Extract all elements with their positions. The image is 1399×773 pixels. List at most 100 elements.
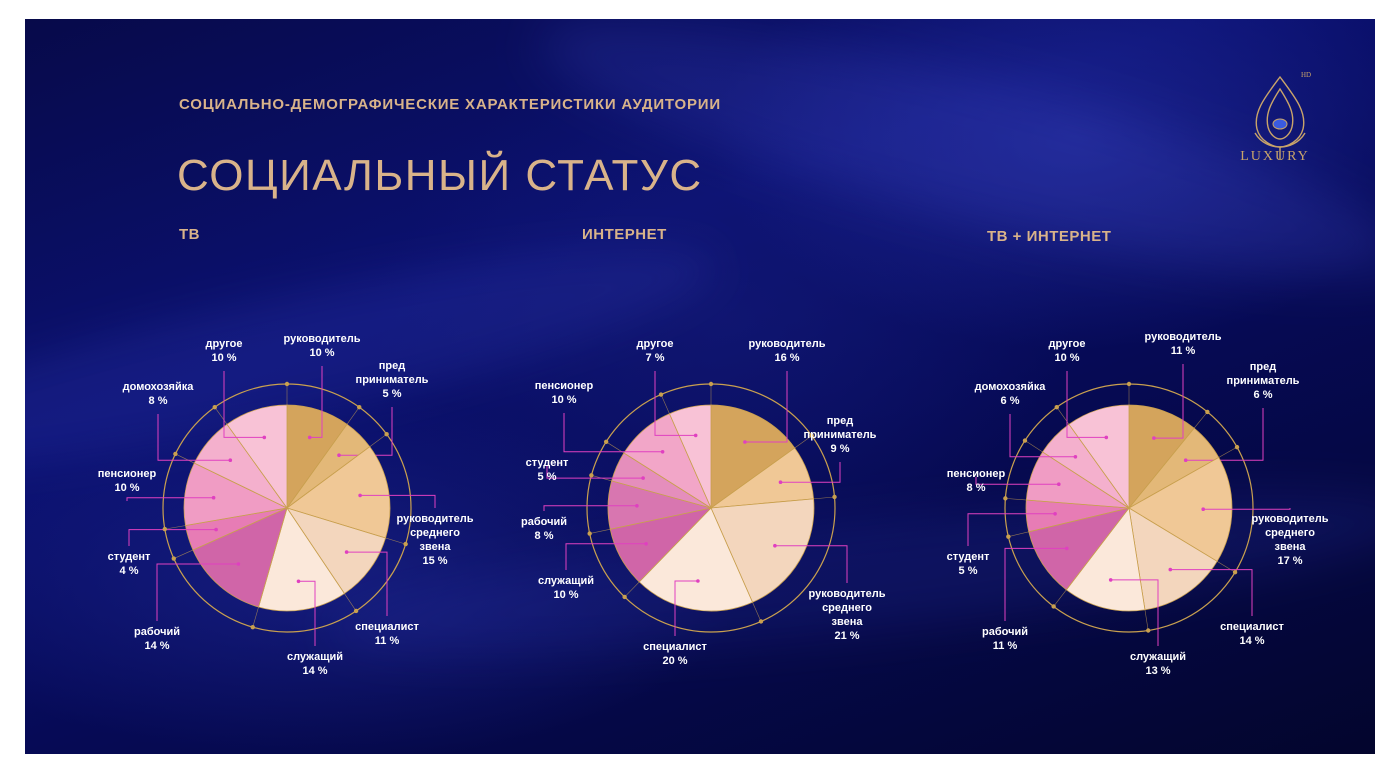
slice-divider-line <box>286 507 406 545</box>
pie-charts: руководитель 10 %пред приниматель 5 % руково… <box>98 331 1329 677</box>
ring-marker-dot <box>1126 381 1132 387</box>
slice-divider-line <box>286 507 357 612</box>
ring-marker-dot <box>1054 405 1059 410</box>
slice-label: специалист 11 % <box>355 621 419 647</box>
slice-label: студент 5 % <box>947 551 990 577</box>
slice-value: 16 % <box>774 352 799 364</box>
slice-divider-line <box>605 441 712 509</box>
leader-dot <box>1065 546 1069 551</box>
leader-dot <box>1104 435 1109 440</box>
slice-divider-line <box>173 507 288 559</box>
slice-divider-line <box>1128 411 1208 509</box>
slice-divider-line <box>286 433 387 509</box>
peacock-logo-icon <box>1254 75 1306 159</box>
leader-line <box>774 545 848 583</box>
slice-divider-line <box>710 435 812 509</box>
slice-divider-line <box>1128 507 1236 573</box>
pie-slice <box>1128 404 1195 510</box>
leader-dot <box>262 435 267 440</box>
logo-wordmark: LUXURY <box>1240 149 1310 164</box>
leader-dot <box>236 562 241 566</box>
ring-marker-dot <box>809 433 814 438</box>
leader-line <box>546 466 644 479</box>
ring-marker-dot <box>212 405 217 410</box>
page-title: СОЦИАЛЬНЫЙ СТАТУС <box>177 151 703 200</box>
slice-label: рабочий 11 % <box>982 626 1028 652</box>
slice-label: студент 4 % <box>108 551 151 577</box>
leader-dot <box>693 433 698 438</box>
slice-label: руководитель 10 % <box>284 333 361 359</box>
leader-dot <box>1168 567 1173 572</box>
pie-chart-2: руководитель 11 %пред приниматель 6 % руково… <box>947 331 1329 677</box>
slice-label: домохозяйка 8 % <box>123 381 195 407</box>
ring-marker-dot <box>603 439 609 445</box>
ring-marker-dot <box>587 531 592 536</box>
slice-value: 5 % <box>383 388 402 400</box>
slice-label: студент 5 % <box>526 457 569 483</box>
leader-line <box>1009 414 1076 458</box>
slice-divider-line <box>624 507 712 598</box>
slice-divider-line <box>591 475 712 509</box>
leader-line <box>744 371 788 443</box>
leader-dot <box>1183 458 1188 463</box>
logo-hd-badge: HD <box>1301 71 1312 79</box>
leader-dot <box>337 453 341 458</box>
leader-line <box>563 413 663 453</box>
leader-dot <box>1057 482 1061 487</box>
slice-divider-line <box>710 507 762 622</box>
slice-value: 10 % <box>1054 352 1079 364</box>
chart-title-tv: ТВ <box>179 226 200 243</box>
chart-title-tv-internet: ТВ + ИНТЕРНЕТ <box>987 228 1112 245</box>
slice-divider-line <box>214 407 288 509</box>
slice-value: 5 % <box>538 471 557 483</box>
leader-line <box>674 580 698 636</box>
slice-label: другое 10 % <box>1049 338 1086 364</box>
slice-label: пред приниматель 6 % <box>1227 361 1300 401</box>
slice-label: служащий 13 % <box>1130 651 1186 677</box>
ring-marker-dot <box>758 619 764 624</box>
leader-line <box>156 563 239 621</box>
slice-value: 4 % <box>120 565 139 577</box>
ring-marker-dot <box>1232 570 1238 575</box>
slice-label: другое 10 % <box>206 338 243 364</box>
slice-value: 17 % <box>1277 555 1302 567</box>
ring-marker-dot <box>1205 409 1210 415</box>
leader-line <box>1004 547 1067 621</box>
slice-divider-line <box>1005 498 1130 509</box>
pie-slice <box>1128 507 1218 611</box>
slice-label: руководитель среднего звена 17 % <box>1252 513 1329 567</box>
leader-dot <box>214 527 218 532</box>
slice-label: пред приниматель 9 % <box>804 415 877 455</box>
leader-line <box>780 462 841 483</box>
leader-dot <box>635 504 639 508</box>
pie-slice <box>192 507 288 608</box>
slice-value: 14 % <box>302 665 327 677</box>
slice-value: 9 % <box>831 443 850 455</box>
leader-dot <box>641 476 645 480</box>
leader-dot <box>778 480 783 485</box>
leader-line <box>1203 508 1291 510</box>
leader-line <box>346 551 388 616</box>
slide-background: СОЦИАЛЬНО-ДЕМОГРАФИЧЕСКИЕ ХАРАКТЕРИСТИКИ… <box>25 19 1375 754</box>
slice-label: пред приниматель 5 % <box>356 360 429 400</box>
slice-label: руководитель 16 % <box>749 338 826 364</box>
slice-label: служащий 10 % <box>538 575 594 601</box>
slice-divider-line <box>710 496 835 509</box>
slice-divider-line <box>1024 440 1130 509</box>
ring-marker-dot <box>832 494 837 500</box>
slice-divider-line <box>1053 507 1130 607</box>
leader-dot <box>358 493 362 498</box>
ring-marker-dot <box>589 473 594 478</box>
ring-marker-dot <box>162 526 168 532</box>
leader-line <box>128 529 217 546</box>
ring-marker-dot <box>622 594 627 600</box>
slice-value: 5 % <box>959 565 978 577</box>
leader-dot <box>1108 578 1113 582</box>
leader-line <box>543 505 637 511</box>
slice-value: 10 % <box>553 589 578 601</box>
leader-dot <box>211 495 216 500</box>
leader-dot <box>696 579 700 583</box>
ring-marker-dot <box>353 608 359 614</box>
ring-marker-dot <box>171 556 176 561</box>
pie-slice <box>1065 507 1146 612</box>
